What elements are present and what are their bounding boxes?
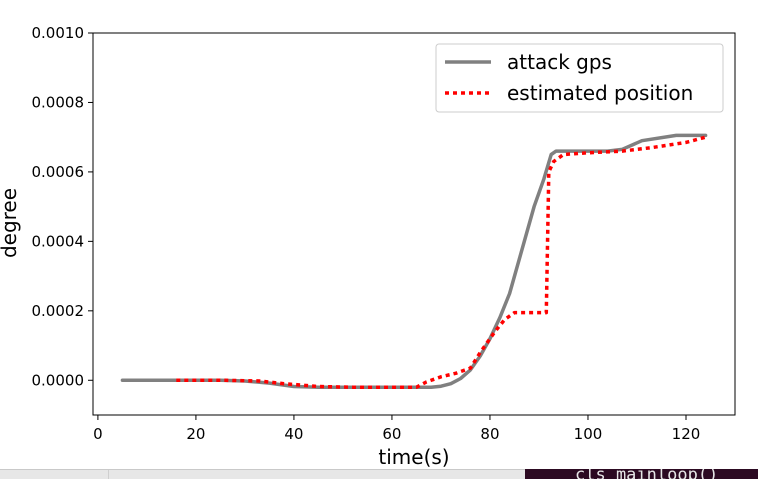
y-tick-label: 0.0002 [32, 302, 85, 320]
background-window-divider [108, 470, 109, 479]
y-tick-label: 0.0000 [32, 371, 85, 389]
legend-box [435, 43, 724, 113]
terminal-text: cls_mainloop() [575, 469, 719, 479]
x-axis: 0 20 40 60 80 100 120 [93, 415, 700, 443]
y-axis-title: degree [0, 188, 21, 258]
y-axis: 0.0000 0.0002 0.0004 0.0006 0.0008 0.0010 [32, 24, 93, 389]
y-tick-label: 0.0008 [32, 93, 85, 111]
x-tick-label: 0 [93, 425, 103, 443]
background-window-strip [0, 469, 758, 479]
y-tick-label: 0.0004 [32, 232, 85, 250]
x-tick-label: 20 [186, 425, 205, 443]
legend-label-estimated-position: estimated position [507, 81, 693, 105]
legend: attack gps estimated position [435, 43, 724, 113]
x-tick-label: 120 [672, 425, 701, 443]
series-layer [120, 133, 708, 389]
x-tick-label: 40 [284, 425, 303, 443]
legend-label-attack-gps: attack gps [507, 50, 612, 74]
x-tick-label: 100 [574, 425, 603, 443]
background-terminal[interactable]: cls_mainloop() [525, 469, 758, 479]
y-tick-label: 0.0006 [32, 163, 85, 181]
plot-frame [92, 32, 736, 416]
y-tick-label: 0.0010 [32, 24, 85, 42]
x-axis-title: time(s) [378, 445, 449, 469]
line-chart: 0 20 40 60 80 100 120 0.0000 0.0002 0.0004 0.0006… [0, 24, 736, 469]
x-tick-label: 60 [382, 425, 401, 443]
x-tick-label: 80 [480, 425, 499, 443]
